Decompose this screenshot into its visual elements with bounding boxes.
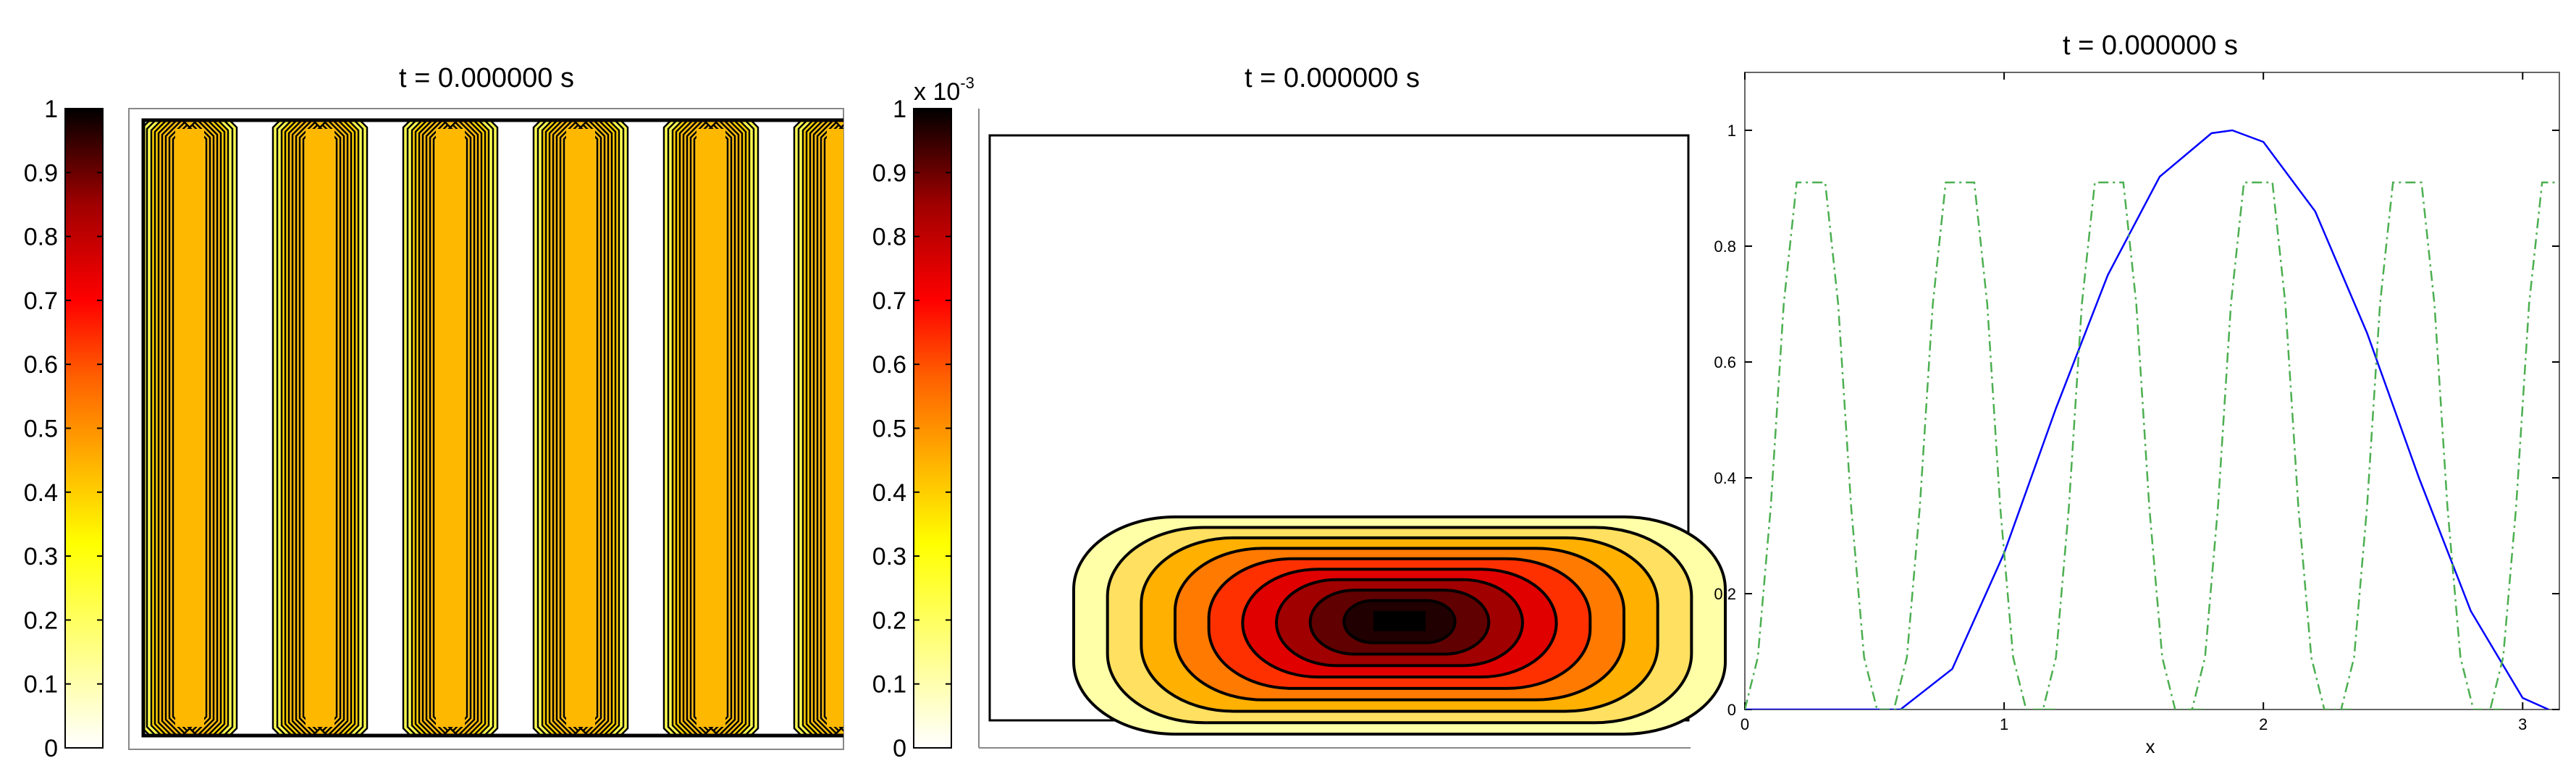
y-tick-label: 0.8 (1714, 237, 1736, 256)
colorbar-tick-label: 1 (44, 96, 58, 123)
colorbar-2-ticks: 0 0.1 0.2 0.3 0.4 0.5 0.6 0.7 0.8 0.9 1 (872, 96, 951, 762)
colorbar-tick-label: 0.8 (872, 224, 906, 251)
stripe-core (566, 129, 595, 727)
series-line-1 (1745, 129, 2549, 709)
panel-1-domain-box (141, 118, 843, 738)
stripe-core (696, 129, 725, 727)
panel-1: t = 0.000000 s (128, 63, 844, 750)
y-tick-label: 1 (1727, 122, 1736, 140)
stripe-core (306, 129, 334, 727)
stripe-core (175, 129, 204, 727)
y-tick-label: 0.2 (1714, 585, 1736, 603)
x-tick-label: 2 (2259, 715, 2268, 733)
colorbar-2: 0 0.1 0.2 0.3 0.4 0.5 0.6 0.7 0.8 0.9 1 x 10-3 (872, 74, 975, 762)
y-tick-label: 0 (1727, 701, 1736, 719)
panel-3-title: t = 0.000000 s (2063, 30, 2238, 61)
colorbar-tick-label: 0.5 (872, 416, 906, 443)
panel-2-title: t = 0.000000 s (1245, 63, 1420, 93)
colorbar-tick-label: 0.7 (872, 287, 906, 315)
panel-2-contours (1072, 515, 1727, 736)
panel-3-lines (1745, 129, 2559, 709)
colorbar-tick-label: 0.3 (24, 543, 58, 570)
colorbar-tick-label: 0.9 (872, 159, 906, 187)
colorbar-1: 0 0.1 0.2 0.3 0.4 0.5 0.6 0.7 0.8 0.9 1 (24, 96, 104, 762)
panel-3-xlabel: x (2146, 736, 2155, 757)
panel-1-stripes (141, 119, 843, 737)
colorbar-tick-label: 0.2 (24, 607, 58, 634)
contour-peak (1373, 611, 1426, 631)
colorbar-2-exponent: x 10-3 (914, 74, 975, 106)
colorbar-tick-label: 0.2 (872, 607, 906, 634)
colorbar-tick-label: 1 (893, 96, 906, 123)
panel-3-axes (1744, 72, 2560, 710)
colorbar-tick-label: 0.6 (872, 351, 906, 379)
colorbar-tick-label: 0.8 (24, 224, 58, 251)
colorbar-2-gradient (913, 108, 952, 749)
colorbar-tick-label: 0 (44, 735, 58, 762)
panel-2: t = 0.000000 s (978, 63, 1727, 749)
x-tick-label: 0 (1741, 715, 1749, 733)
y-tick-label: 0.4 (1714, 469, 1736, 487)
colorbar-tick-label: 0.1 (24, 671, 58, 699)
x-tick-label: 3 (2518, 715, 2527, 733)
colorbar-tick-label: 0.6 (24, 351, 58, 379)
colorbar-tick-label: 0.5 (24, 416, 58, 443)
colorbar-2-exponent-base: x 10 (914, 78, 960, 106)
colorbar-tick-label: 0.9 (24, 159, 58, 187)
colorbar-1-gradient (64, 108, 104, 749)
colorbar-1-ticks: 0 0.1 0.2 0.3 0.4 0.5 0.6 0.7 0.8 0.9 1 (24, 96, 103, 762)
colorbar-tick-label: 0.1 (872, 671, 906, 699)
panel-3-ticks: 0 1 2 3 0 0.2 0.4 0.6 0.8 1 (1714, 72, 2559, 733)
colorbar-tick-label: 0.4 (24, 479, 58, 507)
stripe-core (436, 129, 465, 727)
colorbar-2-exponent-power: -3 (960, 74, 975, 92)
stripe-core (827, 129, 843, 727)
colorbar-tick-label: 0.7 (24, 287, 58, 315)
y-tick-label: 0.6 (1714, 353, 1736, 371)
panel-1-title: t = 0.000000 s (399, 63, 574, 93)
colorbar-tick-label: 0.4 (872, 479, 906, 507)
x-tick-label: 1 (2000, 715, 2008, 733)
colorbar-tick-label: 0.3 (872, 543, 906, 570)
panel-3: t = 0.000000 s 0 1 2 3 0 0.2 0.4 0.6 0.8 1 x (1714, 30, 2560, 757)
colorbar-tick-label: 0 (893, 735, 906, 762)
